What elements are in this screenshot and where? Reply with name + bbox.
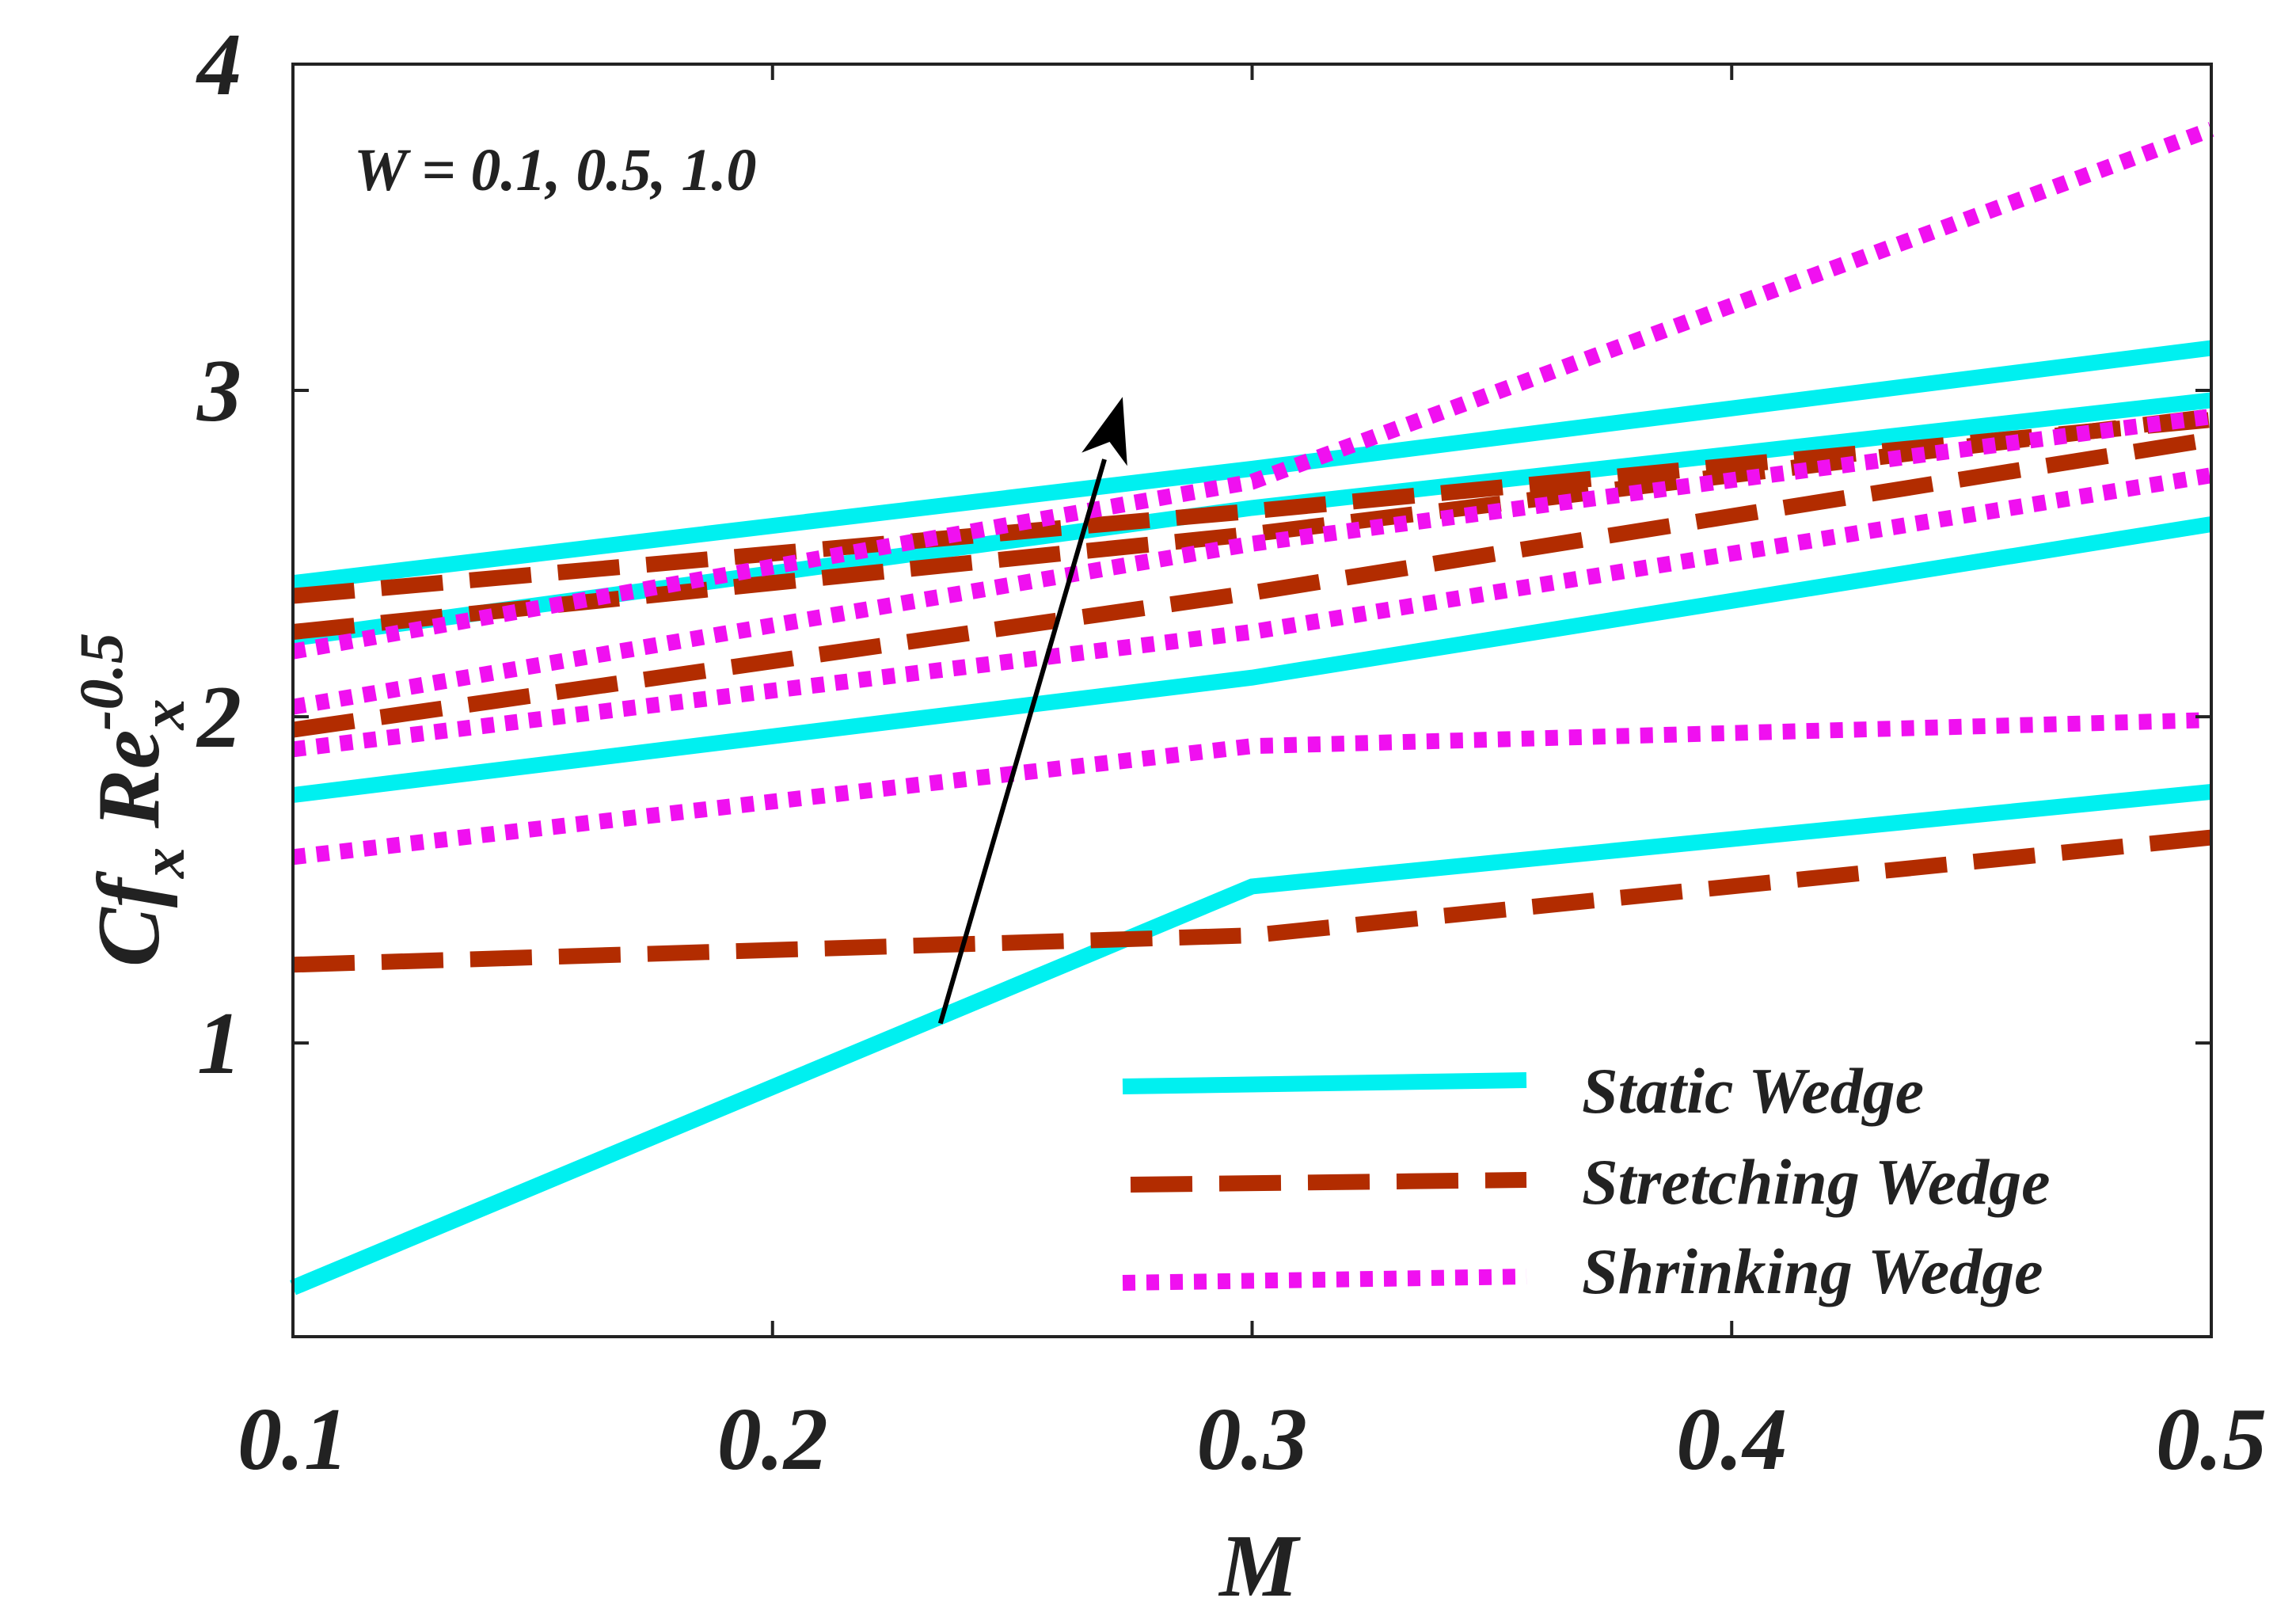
x-tick-label: 0.5 bbox=[2156, 1391, 2267, 1489]
legend-label-static: Static Wedge bbox=[1582, 1055, 1924, 1127]
y-label-superscript: -0.5 bbox=[67, 633, 135, 730]
svg-text:CfxRex-0.5: CfxRex-0.5 bbox=[67, 633, 197, 967]
series-line-dashed-6 bbox=[291, 432, 2213, 738]
series-line-solid-2 bbox=[291, 516, 2213, 803]
legend-swatch-stretching bbox=[1130, 1172, 1527, 1193]
y-tick-label: 1 bbox=[197, 995, 241, 1093]
series-line-dashed-8 bbox=[292, 412, 2212, 604]
legend-item-static: Static Wedge bbox=[1122, 1055, 1924, 1127]
y-axis-label: CfxRex-0.5 bbox=[67, 633, 197, 967]
y-tick-label: 2 bbox=[196, 668, 241, 767]
y-tick-label: 3 bbox=[196, 342, 241, 440]
x-tick-label: 0.3 bbox=[1197, 1391, 1308, 1489]
legend-item-stretching: Stretching Wedge bbox=[1130, 1146, 2051, 1218]
y-label-re: Re bbox=[80, 730, 178, 829]
series-line-solid-4 bbox=[291, 340, 2213, 592]
y-label-sub-x1: x bbox=[128, 847, 197, 879]
y-tick-label: 4 bbox=[196, 16, 241, 114]
arrow-shaft bbox=[937, 458, 1107, 1025]
y-label-cf: Cf bbox=[80, 870, 178, 967]
legend-item-shrinking: Shrinking Wedge bbox=[1122, 1235, 2043, 1307]
legend-label-stretching: Stretching Wedge bbox=[1582, 1146, 2051, 1218]
series-line-solid-1 bbox=[290, 783, 2212, 1296]
series-line-dotted-10 bbox=[291, 467, 2213, 758]
series-line-dashed-5 bbox=[292, 829, 2213, 973]
ticks-layer: 0.1 0.2 0.3 0.4 0.5 1 2 3 4 bbox=[196, 16, 2267, 1489]
arrow-head bbox=[1081, 397, 1127, 466]
parameter-annotation: W = 0.1, 0.5, 1.0 bbox=[354, 137, 757, 204]
series-line-dotted-11 bbox=[291, 409, 2213, 715]
x-tick-label: 0.2 bbox=[717, 1391, 828, 1489]
y-label-sub-x2: x bbox=[128, 699, 197, 731]
x-tick-label: 0.4 bbox=[1676, 1391, 1787, 1489]
series-line-dotted-9 bbox=[291, 712, 2212, 866]
x-axis-label: M bbox=[1218, 1517, 1301, 1613]
legend-label-shrinking: Shrinking Wedge bbox=[1582, 1235, 2043, 1307]
x-tick-label: 0.1 bbox=[238, 1391, 348, 1489]
trend-arrow bbox=[937, 397, 1127, 1025]
legend-swatch-static bbox=[1122, 1072, 1527, 1094]
series-line-dotted-12 bbox=[291, 122, 2214, 660]
legend-swatch-shrinking bbox=[1122, 1269, 1527, 1291]
legend: Static Wedge Stretching Wedge Shrinking … bbox=[1122, 1055, 2051, 1307]
series-layer bbox=[290, 122, 2214, 1296]
